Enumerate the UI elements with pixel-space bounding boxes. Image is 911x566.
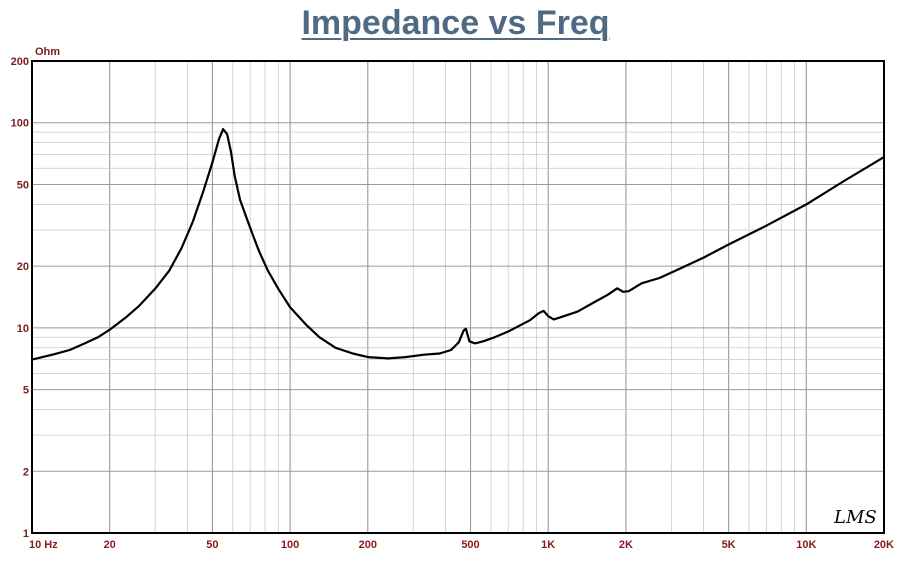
y-axis-unit: Ohm	[35, 46, 60, 58]
y-tick-label: 1	[23, 528, 29, 540]
x-tick-label: 20	[104, 539, 116, 551]
x-tick-labels: 10 Hz 20 50 100 200 500 1K 2K 5K 10K 20K	[29, 539, 894, 551]
y-tick-labels: 200 100 50 20 10 5 2 1	[11, 56, 29, 540]
impedance-curve	[30, 128, 886, 361]
y-tick-label: 100	[11, 118, 29, 130]
y-tick-label: 50	[17, 179, 29, 191]
x-tick-label: 2K	[619, 539, 633, 551]
y-tick-label: 5	[23, 385, 29, 397]
chart-title: Impedance vs Freq	[301, 4, 610, 42]
x-tick-label: 200	[359, 539, 377, 551]
grid-lines	[32, 61, 884, 533]
x-tick-label: 20K	[874, 539, 894, 551]
x-tick-label: 10 Hz	[29, 539, 58, 551]
x-tick-label: 5K	[722, 539, 736, 551]
y-tick-label: 10	[17, 323, 29, 335]
plot-frame	[31, 60, 885, 534]
y-tick-label: 20	[17, 261, 29, 273]
y-tick-label: 200	[11, 56, 29, 68]
x-tick-label: 50	[206, 539, 218, 551]
lms-logo: LMS	[833, 507, 877, 528]
x-tick-label: 10K	[796, 539, 816, 551]
y-tick-label: 2	[23, 466, 29, 478]
x-tick-label: 1K	[541, 539, 555, 551]
x-tick-label: 500	[461, 539, 479, 551]
x-tick-label: 100	[281, 539, 299, 551]
